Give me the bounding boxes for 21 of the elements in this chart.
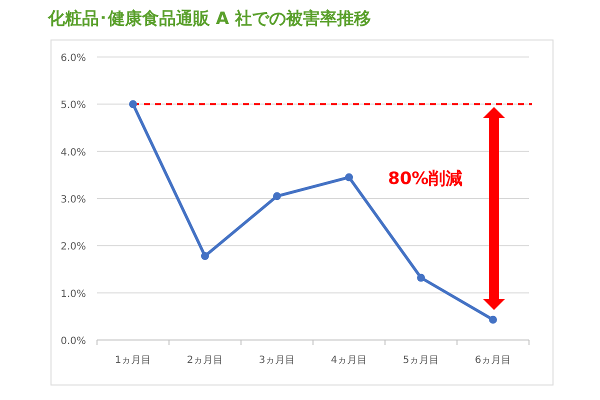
chart-title: 化粧品･健康食品通販 A 社での被害率推移: [47, 9, 371, 29]
x-tick-label: 6ヵ月目: [474, 355, 512, 366]
point: [417, 274, 425, 282]
y-tick-label: 2.0%: [60, 242, 86, 253]
y-tick-label: 6.0%: [60, 53, 86, 64]
x-tick-label: 3ヵ月目: [258, 355, 296, 366]
annotation: 80%削減: [388, 169, 463, 189]
y-tick-label: 3.0%: [60, 194, 86, 206]
x-tick-label: 1ヵ月目: [114, 355, 152, 366]
point: [345, 173, 353, 182]
y-tick-label: 0.0%: [60, 336, 86, 347]
point: [129, 100, 137, 108]
point: [489, 316, 497, 324]
y-tick-label: 5.0%: [60, 100, 86, 112]
point: [273, 192, 281, 200]
x-tick-label: 5ヵ月目: [402, 355, 440, 366]
x-tick-label: 4ヵ月目: [330, 355, 368, 366]
y-tick-label: 4.0%: [60, 147, 86, 158]
point: [201, 252, 209, 260]
x-tick-label: 2ヵ月目: [186, 355, 224, 366]
y-tick-label: 1.0%: [60, 288, 86, 300]
